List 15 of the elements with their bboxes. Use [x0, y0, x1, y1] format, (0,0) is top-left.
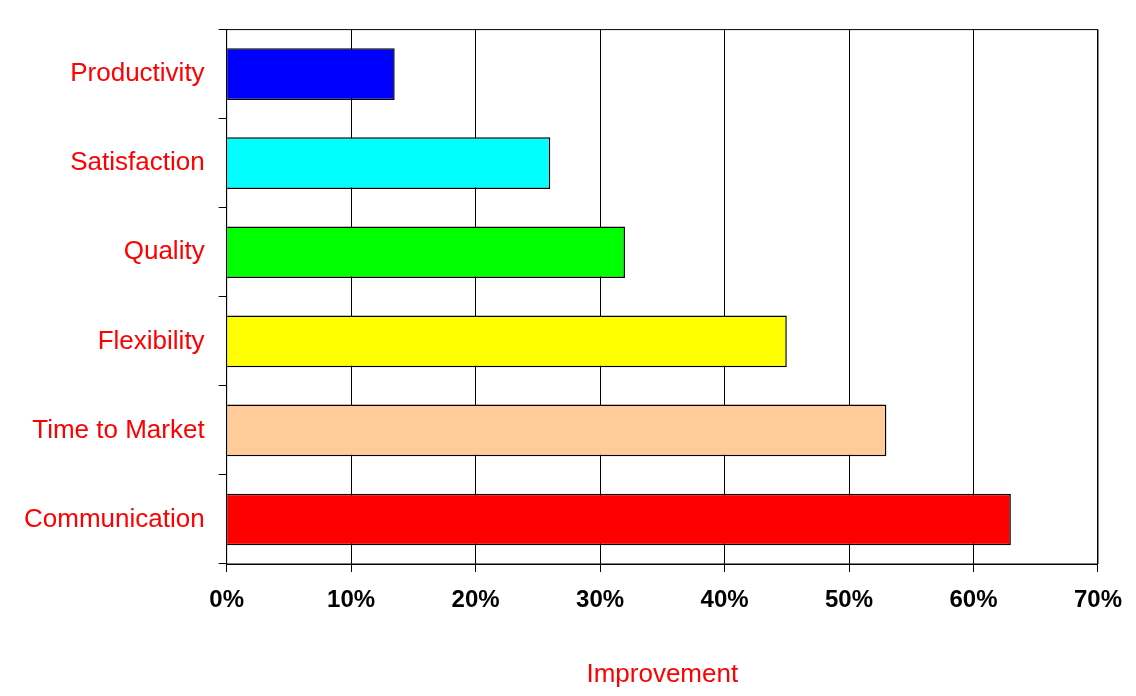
y-tick-label: Satisfaction: [70, 146, 205, 177]
y-tick-label: Time to Market: [32, 413, 206, 444]
x-tick-label: 0%: [209, 585, 244, 613]
x-tick-label: 40%: [700, 585, 749, 613]
x-tick-label: 10%: [327, 585, 376, 613]
x-tick-label: 60%: [949, 585, 998, 613]
x-axis-title: Improvement: [586, 657, 739, 688]
x-tick-label: 20%: [451, 585, 500, 613]
x-tick-label: 70%: [1073, 585, 1123, 613]
y-tick-label: Quality: [123, 235, 205, 266]
y-tick-label: Productivity: [70, 57, 205, 88]
y-tick-label: Communication: [23, 502, 205, 533]
x-tick-label: 50%: [825, 585, 874, 613]
x-tick-label: 30%: [576, 585, 625, 613]
y-tick-label: Flexibility: [97, 324, 205, 355]
